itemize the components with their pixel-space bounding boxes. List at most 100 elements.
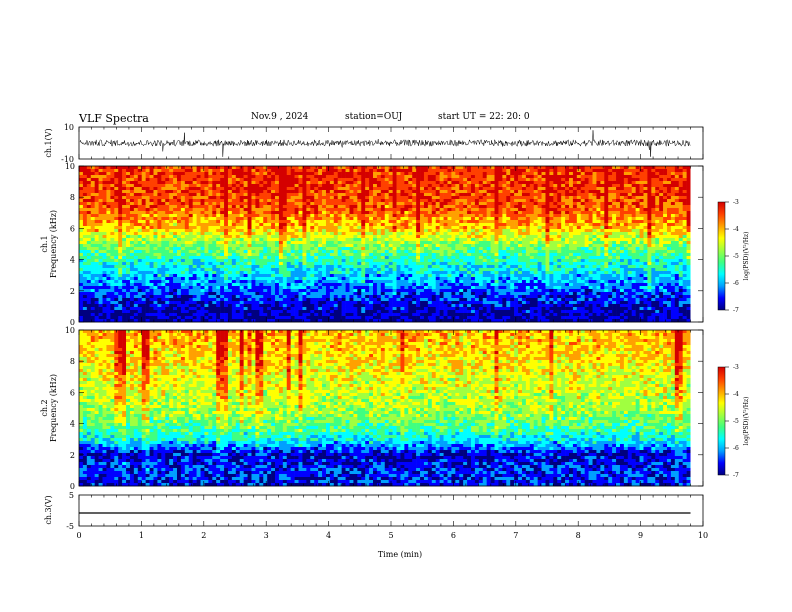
spectrogram-cell bbox=[310, 202, 315, 206]
spectrogram-cell bbox=[302, 187, 307, 191]
spectrogram-cell bbox=[674, 172, 680, 176]
spectrogram-cell bbox=[439, 214, 444, 218]
spectrogram-cell bbox=[420, 250, 425, 254]
spectrogram-cell bbox=[153, 172, 158, 176]
spectrogram-cell bbox=[212, 244, 217, 248]
spectrogram-cell bbox=[188, 169, 193, 173]
spectrogram-cell bbox=[518, 208, 523, 212]
spectrogram-cell bbox=[420, 178, 425, 182]
spectrogram-cell bbox=[365, 175, 370, 179]
spectrogram-cell bbox=[173, 250, 178, 254]
spectrogram-cell bbox=[122, 211, 127, 215]
spectrogram-cell bbox=[655, 181, 660, 185]
spectrogram-cell bbox=[565, 187, 570, 191]
spectrogram-cell bbox=[357, 196, 362, 200]
spectrogram-cell bbox=[412, 244, 417, 248]
spectrogram-cell bbox=[169, 172, 174, 176]
spectrogram-cell bbox=[494, 253, 499, 257]
spectrogram-cell bbox=[572, 250, 578, 254]
spectrogram-cell bbox=[423, 187, 429, 191]
spectrogram-cell bbox=[392, 181, 397, 185]
spectrogram-cell bbox=[361, 205, 366, 209]
spectrogram-cell bbox=[329, 217, 335, 221]
spectrogram-cell bbox=[239, 232, 244, 236]
spectrogram-cell bbox=[275, 250, 280, 254]
spectrogram-cell bbox=[384, 205, 389, 209]
spectrogram-cell bbox=[267, 178, 272, 182]
spectrogram-cell bbox=[541, 214, 546, 218]
spectrogram-cell bbox=[294, 235, 299, 239]
spectrogram-cell bbox=[165, 184, 170, 188]
spectrogram-cell bbox=[94, 190, 99, 194]
spectrogram-cell bbox=[635, 196, 640, 200]
spectrogram-cell bbox=[647, 229, 652, 233]
spectrogram-cell bbox=[431, 241, 437, 245]
ch1-ytick-top: 10 bbox=[64, 123, 74, 132]
spectrogram-cell bbox=[612, 199, 617, 203]
spectrogram-cell bbox=[663, 229, 668, 233]
spectrogram-cell bbox=[521, 166, 527, 170]
spectrogram-cell bbox=[471, 196, 476, 200]
spectrogram-cell bbox=[557, 241, 562, 245]
spectrogram-cell bbox=[600, 175, 605, 179]
spectrogram-cell bbox=[337, 187, 342, 191]
spectrogram-cell bbox=[212, 211, 217, 215]
spectrogram-cell bbox=[180, 229, 186, 233]
spectrogram-cell bbox=[482, 175, 487, 179]
spectrogram-cell bbox=[126, 175, 131, 179]
spectrogram-cell bbox=[667, 202, 672, 206]
spectrogram-cell bbox=[490, 190, 495, 194]
spectrogram-cell bbox=[541, 259, 546, 263]
spectrogram-cell bbox=[667, 196, 672, 200]
spectrogram-cell bbox=[369, 256, 374, 260]
spectrogram-cell bbox=[510, 169, 515, 173]
spectrogram-cell bbox=[302, 214, 307, 218]
spectrogram-cell bbox=[231, 232, 237, 236]
spectrogram-cell bbox=[278, 217, 284, 221]
spectrogram-cell bbox=[576, 235, 582, 239]
spectrogram-cell bbox=[631, 172, 636, 176]
spectrogram-cell bbox=[647, 244, 652, 248]
spectrogram-cell bbox=[82, 238, 88, 242]
spectrogram-cell bbox=[659, 208, 664, 212]
spectrogram-cell bbox=[153, 253, 158, 257]
spectrogram-cell bbox=[596, 238, 601, 242]
spectrogram-cell bbox=[600, 178, 605, 182]
spectrogram-cell bbox=[639, 184, 644, 188]
spectrogram-cell bbox=[388, 184, 393, 188]
spectrogram-cell bbox=[510, 172, 515, 176]
spectrogram-cell bbox=[400, 205, 405, 209]
spectrogram-cell bbox=[604, 187, 609, 191]
spectrogram-cell bbox=[149, 244, 154, 248]
spectrogram-cell bbox=[310, 175, 315, 179]
spectrogram-cell bbox=[137, 259, 143, 263]
spectrogram-cell bbox=[353, 244, 358, 248]
spectrogram-cell bbox=[447, 220, 452, 224]
spectrogram-cell bbox=[216, 193, 221, 197]
spectrogram-cell bbox=[353, 259, 358, 263]
spectrogram-cell bbox=[290, 202, 295, 206]
spectrogram-cell bbox=[494, 196, 499, 200]
spectrogram-cell bbox=[670, 214, 676, 218]
spectrogram-cell bbox=[224, 226, 229, 230]
spectrogram-cell bbox=[400, 223, 405, 227]
spectrogram-cell bbox=[141, 214, 146, 218]
spectrogram-cell bbox=[616, 223, 621, 227]
spectrogram-cell bbox=[247, 196, 252, 200]
spectrogram-cell bbox=[177, 220, 182, 224]
spectrogram-cell bbox=[616, 178, 621, 182]
spectrogram-cell bbox=[447, 178, 452, 182]
spectrogram-cell bbox=[290, 187, 295, 191]
spectrogram-cell bbox=[169, 193, 174, 197]
spectrogram-cell bbox=[600, 259, 605, 263]
spectrogram-cell bbox=[447, 205, 452, 209]
spectrogram-cell bbox=[263, 187, 268, 191]
spectrogram-cell bbox=[396, 184, 401, 188]
spectrogram-cell bbox=[404, 244, 409, 248]
spectrogram-cell bbox=[322, 253, 327, 257]
spectrogram-cell bbox=[604, 181, 609, 185]
spectrogram-cell bbox=[549, 190, 554, 194]
spectrogram-cell bbox=[557, 193, 562, 197]
spectrogram-cell bbox=[651, 229, 656, 233]
spectrogram-cell bbox=[376, 190, 382, 194]
